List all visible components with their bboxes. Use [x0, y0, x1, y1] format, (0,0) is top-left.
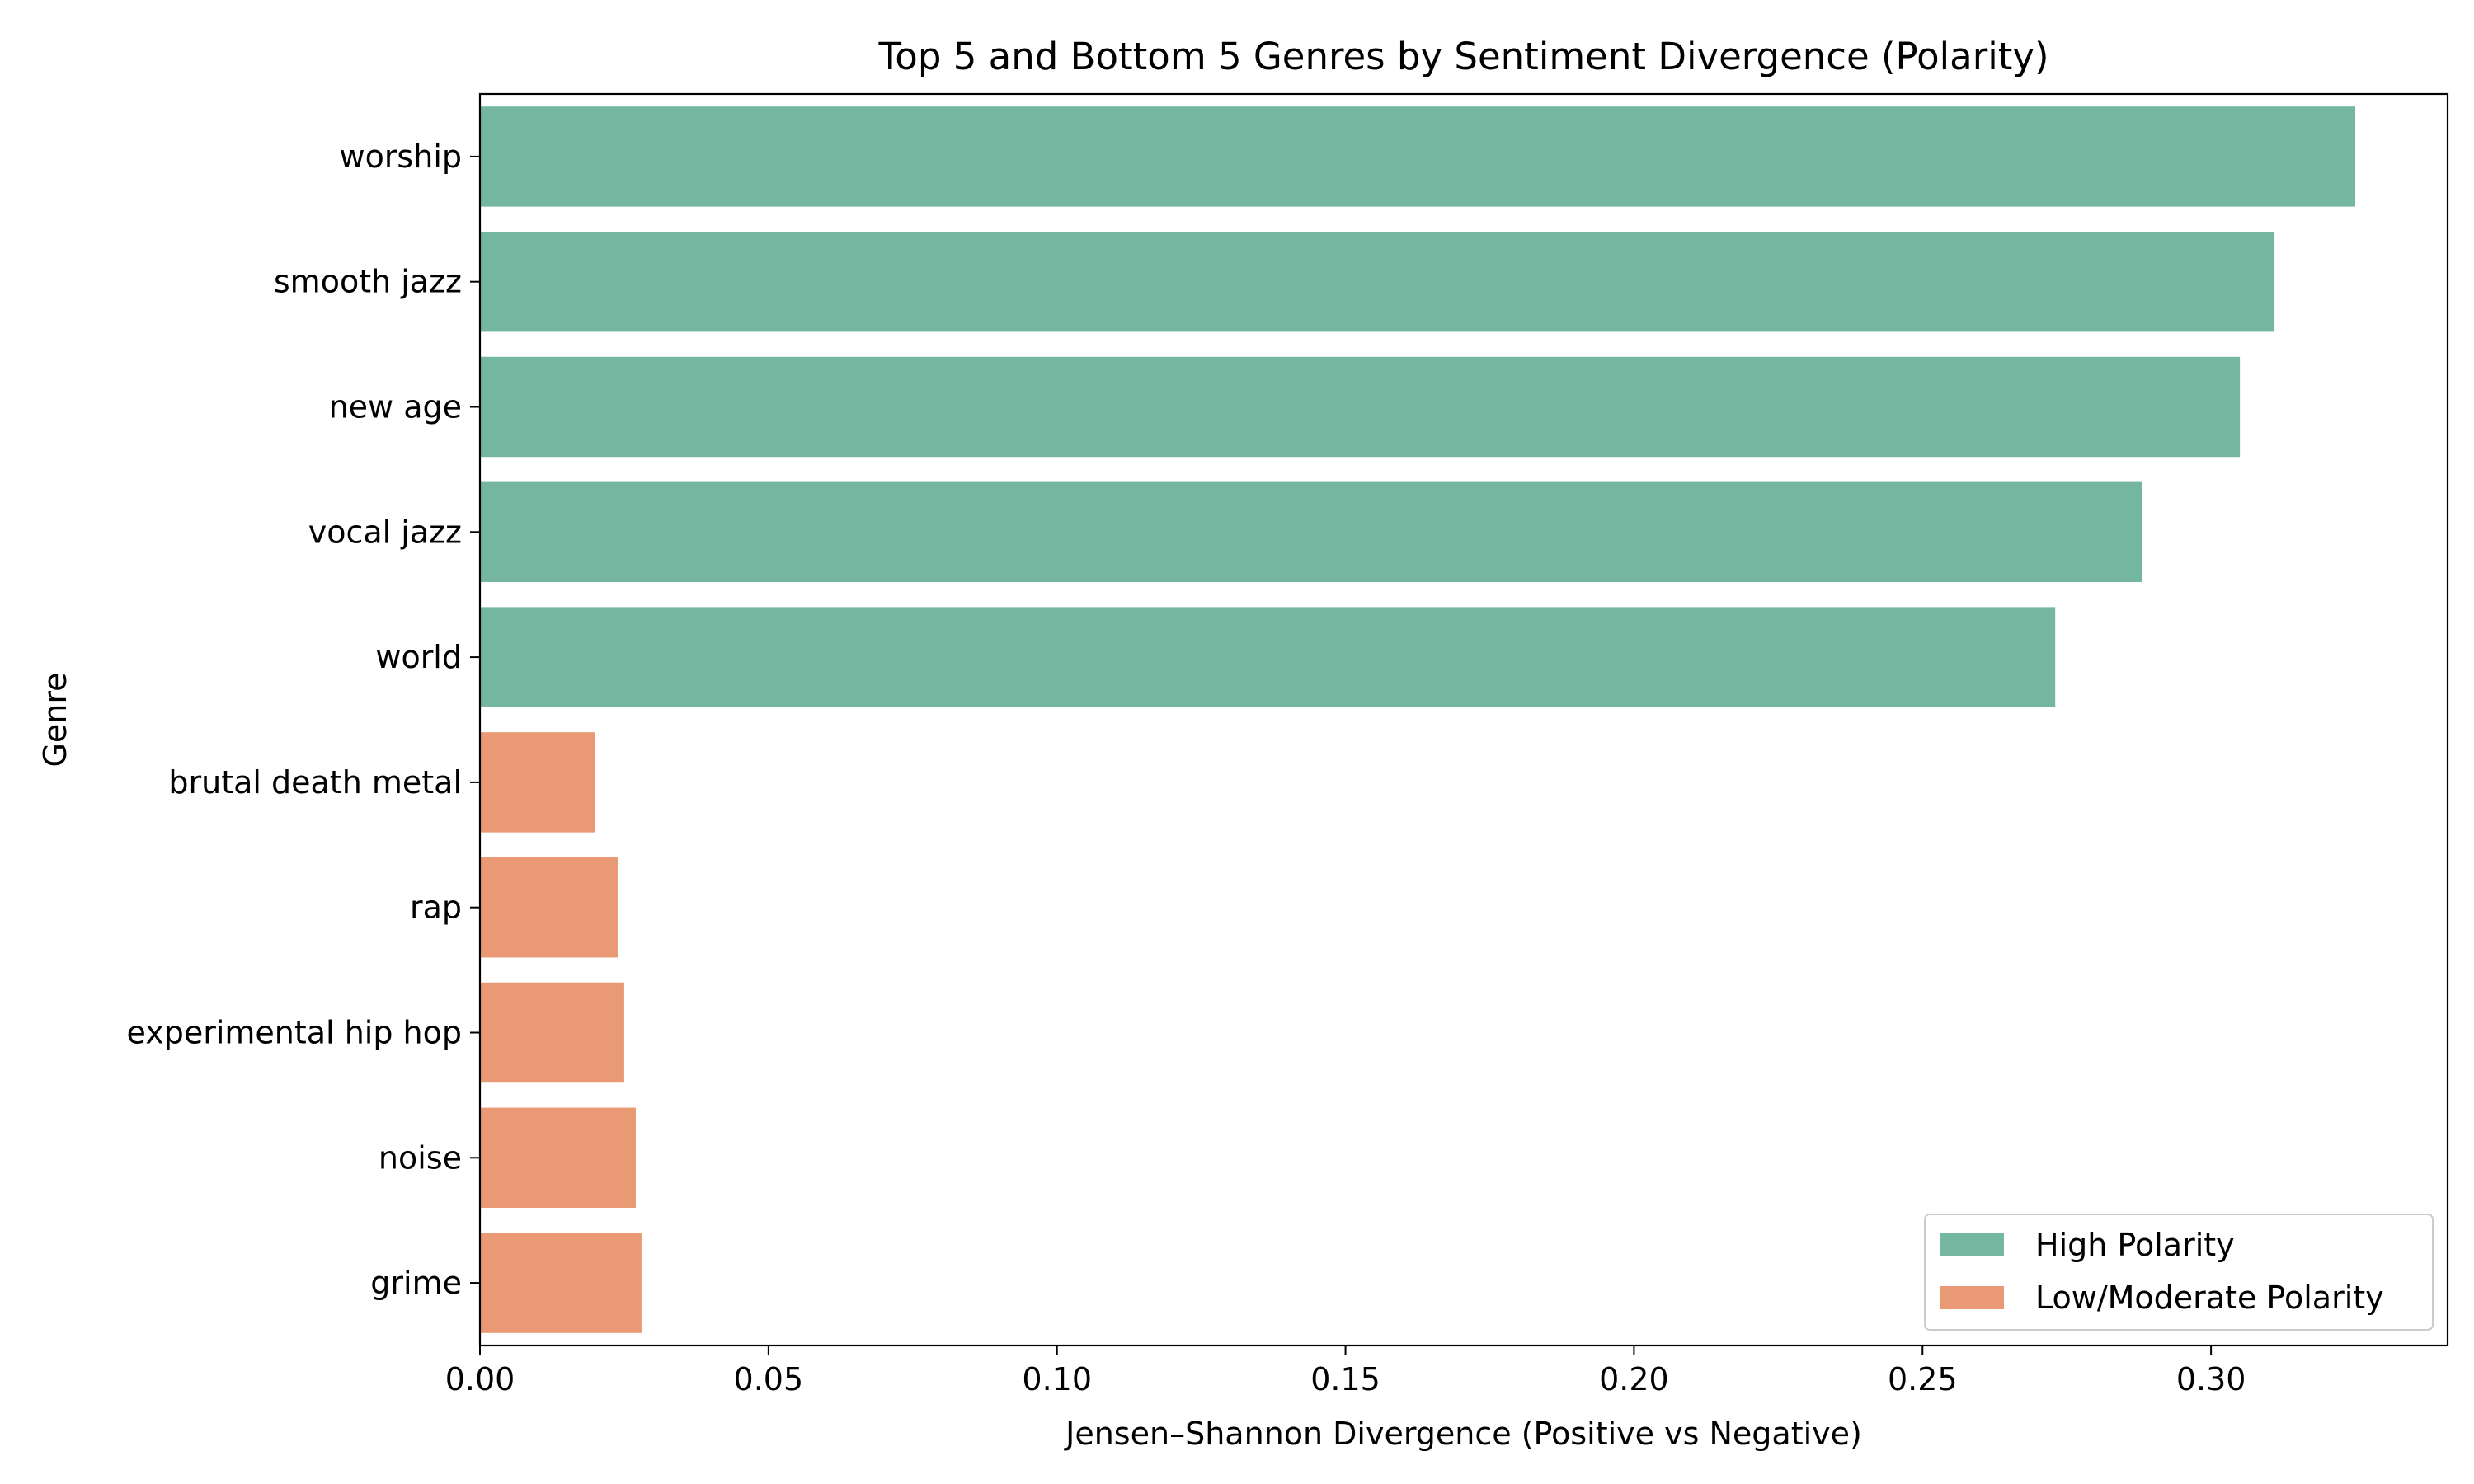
legend-swatch: [1940, 1286, 2004, 1309]
y-tick-label: smooth jazz: [274, 264, 462, 300]
y-tick-label: noise: [379, 1139, 462, 1176]
legend-label: High Polarity: [2035, 1227, 2235, 1263]
bar-experimental-hip-hop: [480, 982, 624, 1083]
bar-worship: [480, 106, 2356, 207]
y-tick-label: world: [375, 639, 462, 675]
y-tick-label: experimental hip hop: [127, 1015, 462, 1051]
y-tick-label: worship: [339, 139, 462, 175]
y-axis-ticks: worship smooth jazz new age vocal jazz world…: [127, 139, 480, 1301]
bar-smooth-jazz: [480, 231, 2275, 332]
y-tick-label: brutal death metal: [168, 764, 462, 801]
x-tick-label: 0.10: [1022, 1361, 1092, 1397]
y-axis-label: Genre: [37, 672, 73, 767]
x-tick-label: 0.05: [734, 1361, 804, 1397]
chart-title: Top 5 and Bottom 5 Genres by Sentiment D…: [877, 35, 2048, 78]
x-axis-label: Jensen–Shannon Divergence (Positive vs N…: [1064, 1416, 1862, 1452]
y-tick-label: rap: [410, 890, 462, 926]
legend-swatch: [1940, 1233, 2004, 1256]
bar-brutal-death-metal: [480, 732, 595, 833]
bar-vocal-jazz: [480, 481, 2142, 583]
x-tick-label: 0.25: [1888, 1361, 1958, 1397]
bar-world: [480, 607, 2056, 707]
x-tick-label: 0.00: [445, 1361, 515, 1397]
x-axis-ticks: 0.00 0.05 0.10 0.15 0.20 0.25 0.30: [445, 1345, 2246, 1397]
x-tick-label: 0.20: [1599, 1361, 1669, 1397]
bar-grime: [480, 1233, 642, 1333]
y-tick-label: grime: [370, 1265, 462, 1301]
bars: [480, 106, 2356, 1333]
legend-label: Low/Moderate Polarity: [2035, 1280, 2384, 1316]
bar-rap: [480, 857, 618, 958]
plot-frame: [478, 92, 2449, 1347]
x-tick-label: 0.15: [1310, 1361, 1380, 1397]
y-tick-label: vocal jazz: [308, 514, 462, 550]
legend-box: [1924, 1214, 2434, 1331]
bar-new-age: [480, 356, 2241, 458]
x-tick-label: 0.30: [2176, 1361, 2246, 1397]
y-tick-label: new age: [329, 389, 462, 425]
bar-noise: [480, 1107, 636, 1209]
legend: High Polarity Low/Moderate Polarity: [1924, 1214, 2434, 1331]
